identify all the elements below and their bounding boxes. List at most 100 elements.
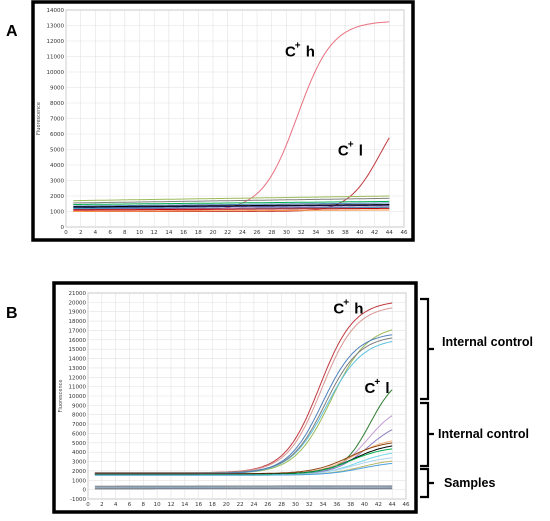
panel-b-x-tick-label: 46 bbox=[403, 502, 410, 508]
side-label-internal-control-upper: Internal control bbox=[442, 335, 533, 349]
panel-b-x-tick-label: 16 bbox=[195, 502, 202, 508]
panel-a-series-line-8 bbox=[73, 206, 390, 210]
side-label-samples: Samples bbox=[444, 476, 495, 490]
panel-b-y-tick-label: 13000 bbox=[69, 366, 87, 372]
bracket-internal-control-2 bbox=[420, 401, 434, 468]
panel-b-y-tick-label: 20000 bbox=[69, 300, 87, 306]
panel-a-x-tick-label: 30 bbox=[283, 230, 290, 236]
panel-a-series-line-3 bbox=[73, 197, 390, 204]
panel-b-y-tick-label: 1000 bbox=[72, 478, 86, 484]
panel-b-y-tick-label: -1000 bbox=[70, 497, 86, 503]
panel-a-y-tick-label: 5000 bbox=[50, 148, 64, 154]
panel-a-y-axis-label: Fluorescence bbox=[36, 102, 42, 135]
panel-a-x-tick-label: 22 bbox=[224, 230, 231, 236]
panel-a-y-tick-label: 8000 bbox=[50, 101, 64, 107]
panel-a-series-line-7 bbox=[73, 209, 390, 212]
panel-a-x-tick-label: 32 bbox=[298, 230, 305, 236]
panel-b-x-tick-label: 14 bbox=[181, 502, 188, 508]
panel-b-plot: 0 2 4 6 8 10 12 14 16 18 20 22 24 26 28 30 32 34 36 38 40 42 4… bbox=[58, 291, 410, 508]
panel-a-y-tick-label: 10000 bbox=[47, 70, 65, 76]
panel-b-y-tick-label: 3000 bbox=[72, 460, 86, 466]
panel-a-series-line-5 bbox=[73, 204, 390, 209]
panel-a-y-tick-label: 13000 bbox=[47, 24, 65, 30]
panel-b-x-tick-label: 4 bbox=[114, 502, 118, 508]
panel-b-x-tick-label: 12 bbox=[167, 502, 174, 508]
panel-b-x-tick-label: 44 bbox=[389, 502, 396, 508]
panel-b-y-tick-label: 0 bbox=[83, 488, 87, 494]
panel-b-x-tick-label: 10 bbox=[154, 502, 161, 508]
panel-a-series-line-10 bbox=[73, 204, 390, 208]
bracket-samples bbox=[420, 467, 434, 499]
panel-b-y-tick-label: 18000 bbox=[69, 319, 87, 325]
panel-a-series-line-2 bbox=[73, 195, 390, 202]
panel-a-x-tick-label: 44 bbox=[386, 230, 393, 236]
panel-b-x-tick-label: 36 bbox=[333, 502, 340, 508]
panel-b-series-line-16 bbox=[94, 463, 393, 476]
panel-b-x-tick-label: 22 bbox=[237, 502, 244, 508]
panel-a-x-tick-label: 40 bbox=[356, 230, 363, 236]
panel-a-plot: 0 2 4 6 8 10 12 14 16 18 20 22 24 26 28 30 32 34 36 38 40 42 4… bbox=[36, 8, 408, 236]
panel-b-y-tick-label: 15000 bbox=[69, 347, 87, 353]
panel-b-x-tick-label: 40 bbox=[361, 502, 368, 508]
panel-a-x-tick-label: 46 bbox=[401, 230, 408, 236]
panel-a-x-tick-label: 38 bbox=[342, 230, 349, 236]
panel-a-y-tick-label: 4000 bbox=[50, 163, 64, 169]
panel-a-y-tick-label: 11000 bbox=[47, 55, 65, 61]
panel-a-y-tick-label: 12000 bbox=[47, 39, 65, 45]
panel-b-y-tick-label: 21000 bbox=[69, 291, 87, 297]
panel-a-x-tick-label: 16 bbox=[180, 230, 187, 236]
panel-a-x-tick-label: 12 bbox=[151, 230, 158, 236]
panel-a-x-tick-label: 10 bbox=[136, 230, 143, 236]
panel-a-x-tick-label: 26 bbox=[254, 230, 261, 236]
panel-b-x-tick-label: 28 bbox=[278, 502, 285, 508]
panel-b-y-tick-label: 4000 bbox=[72, 450, 86, 456]
panel-a-x-tick-label: 34 bbox=[312, 230, 319, 236]
panel-b-x-tick-label: 8 bbox=[142, 502, 146, 508]
panel-b-x-tick-label: 24 bbox=[250, 502, 257, 508]
panel-b-y-tick-label: 2000 bbox=[72, 469, 86, 475]
panel-b-y-tick-label: 12000 bbox=[69, 375, 87, 381]
panel-a-series-line-11 bbox=[73, 200, 390, 205]
panel-a-annotation-1: C+ l bbox=[338, 140, 363, 160]
bracket-internal-control-1 bbox=[420, 297, 434, 401]
panel-b-y-tick-label: 17000 bbox=[69, 328, 87, 334]
panel-b-y-tick-label: 7000 bbox=[72, 422, 86, 428]
panel-a-y-tick-label: 6000 bbox=[50, 132, 64, 138]
panel-a-x-tick-label: 2 bbox=[79, 230, 83, 236]
panel-b-y-tick-label: 5000 bbox=[72, 441, 86, 447]
panel-a-y-tick-label: 7000 bbox=[50, 117, 64, 123]
panel-a-x-tick-label: 28 bbox=[268, 230, 275, 236]
panel-b-x-tick-label: 38 bbox=[347, 502, 354, 508]
panel-a-y-tick-label: 0 bbox=[61, 225, 65, 231]
panel-b-x-tick-label: 2 bbox=[100, 502, 104, 508]
panel-a-y-tick-label: 1000 bbox=[50, 210, 64, 216]
panel-a-series-line-4 bbox=[73, 202, 390, 207]
panel-b-y-tick-label: 10000 bbox=[69, 394, 87, 400]
panel-a-y-tick-label: 14000 bbox=[47, 8, 65, 14]
panel-b-y-tick-label: 8000 bbox=[72, 413, 86, 419]
panel-b-y-tick-label: 6000 bbox=[72, 431, 86, 437]
panel-b-y-tick-label: 19000 bbox=[69, 310, 87, 316]
panel-b-x-tick-label: 30 bbox=[292, 502, 299, 508]
panel-b-x-tick-label: 42 bbox=[375, 502, 382, 508]
panel-a-x-tick-label: 36 bbox=[327, 230, 334, 236]
panel-b-x-tick-label: 32 bbox=[306, 502, 313, 508]
panel-a-y-tick-label: 3000 bbox=[50, 179, 64, 185]
panel-b-x-tick-label: 6 bbox=[128, 502, 132, 508]
panel-b-y-tick-label: 11000 bbox=[69, 385, 87, 391]
panel-b-x-tick-label: 20 bbox=[223, 502, 230, 508]
panel-b-y-tick-label: 16000 bbox=[69, 338, 87, 344]
panel-b-x-tick-label: 0 bbox=[86, 502, 90, 508]
panel-a-x-tick-label: 24 bbox=[239, 230, 246, 236]
panel-a-x-tick-label: 20 bbox=[209, 230, 216, 236]
panel-b-y-tick-label: 14000 bbox=[69, 357, 87, 363]
panel-a-x-tick-label: 18 bbox=[195, 230, 202, 236]
panel-a-annotation-0: C+ h bbox=[285, 41, 315, 61]
panel-b-y-axis-label: Fluorescence bbox=[58, 380, 64, 413]
panel-b-x-tick-label: 34 bbox=[320, 502, 327, 508]
panel-a-x-tick-label: 4 bbox=[94, 230, 98, 236]
panel-a-x-tick-label: 14 bbox=[165, 230, 172, 236]
panel-b-series-line-4 bbox=[94, 337, 393, 474]
panel-a-series-line-9 bbox=[73, 207, 390, 211]
